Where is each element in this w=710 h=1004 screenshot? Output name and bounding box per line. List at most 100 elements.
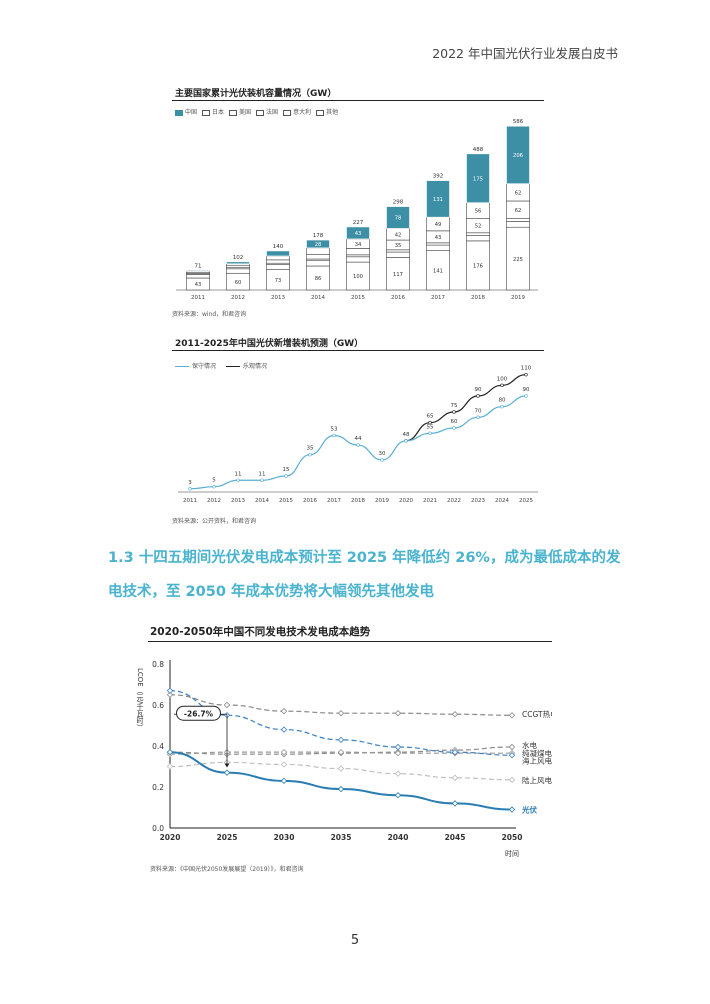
- chart3-x-tick-label: 2050: [502, 833, 523, 842]
- chart1-data-label: 100: [353, 274, 363, 280]
- chart1-bar-segment: [306, 253, 330, 260]
- chart1-legend-item: 其他: [316, 109, 338, 116]
- chart1-x-tick-label: 2015: [351, 295, 365, 301]
- chart2-plot: 2011 2012 2013 2014 2015 2016 2017 2018 2019 2020…: [178, 366, 538, 504]
- chart2-x-tick-label: 2011: [183, 498, 197, 504]
- chart1-legend-swatch: [283, 109, 292, 116]
- chart3-point: [508, 806, 516, 813]
- chart1-bar-segment: [226, 261, 250, 265]
- chart2-data-label: 30: [379, 451, 386, 457]
- chart1-total-label: 488: [473, 147, 484, 153]
- chart1-x-tick-label: 2014: [311, 295, 325, 301]
- chart3-annotation-label: -26.7%: [184, 710, 214, 719]
- chart1-x-tick-label: 2011: [191, 295, 205, 301]
- chart2-x-tick-label: 2024: [495, 498, 509, 504]
- chart3-point: [166, 763, 174, 770]
- chart3-point: [508, 752, 516, 759]
- chart3-point: [166, 687, 174, 694]
- chart1-source: 资料来源：wind，和君咨询: [172, 311, 247, 318]
- chart1-data-label: 175: [473, 176, 483, 182]
- chart3-series-label: 水电: [522, 740, 537, 750]
- chart2-data-label: 110: [521, 366, 532, 372]
- chart1-bar-segment: [346, 226, 370, 240]
- chart1-x-tick-label: 2016: [391, 295, 405, 301]
- page-header-title: 2022 年中国光伏行业发展白皮书: [432, 46, 618, 61]
- chart1-total-label: 71: [195, 263, 202, 269]
- chart3-point: [394, 770, 402, 777]
- chart3-point: [508, 712, 516, 719]
- chart1-x-tick-label: 2017: [431, 295, 445, 301]
- chart1-total-label: 586: [513, 119, 524, 125]
- chart2-point: [212, 484, 216, 489]
- chart2-data-label: 15: [283, 467, 290, 473]
- chart3-x-tick-label: 2025: [217, 833, 238, 842]
- chart3-series-label: 光伏: [521, 805, 537, 815]
- chart1-bar-segment: [506, 221, 530, 228]
- chart1-x-tick-label: 2013: [271, 295, 285, 301]
- chart1-bar-segment: [466, 232, 490, 236]
- chart1-data-label: 78: [395, 216, 402, 222]
- chart1-total-label: 227: [353, 220, 364, 226]
- chart2-point: [500, 383, 504, 388]
- chart3-y-tick-label: 0.2: [152, 783, 164, 792]
- chart3-plot: 0.0 0.2 0.4 0.6 0.8 2020 2025 2030 2035 2040 2045 2…: [136, 660, 552, 858]
- chart1-legend-item: 法国: [256, 109, 278, 116]
- chart2-point: [356, 443, 360, 447]
- chart1-bar-segment: [306, 260, 330, 267]
- chart1-data-label: 62: [515, 191, 522, 197]
- chart2-x-tick-label: 2020: [399, 498, 413, 504]
- chart1-bar-segment: [386, 251, 410, 258]
- chart2-series-line: [405, 374, 527, 442]
- chart2-point: [236, 478, 240, 482]
- chart2-data-label: 90: [475, 387, 482, 393]
- chart3-point: [394, 750, 402, 757]
- chart2-point: [332, 433, 336, 438]
- chart2-data-label: 11: [235, 471, 242, 477]
- chart1-total-label: 392: [433, 174, 444, 180]
- chart1-bar-segment: [506, 217, 530, 222]
- chart3-y-tick-label: 0.6: [152, 701, 164, 710]
- chart3-x-tick-label: 2030: [274, 833, 295, 842]
- chart3-point: [280, 748, 288, 756]
- chart3-point: [394, 743, 402, 751]
- chart2-point: [308, 452, 312, 457]
- chart1-data-label: 43: [195, 282, 202, 288]
- chart2-x-tick-label: 2019: [375, 498, 389, 504]
- chart1-plot: 43 71 2011 60 102 2012 73 140 2013 86 28 178 2014 100…: [176, 119, 538, 301]
- chart1-legend-label: 日本: [212, 109, 225, 116]
- chart2-x-tick-label: 2013: [231, 498, 245, 504]
- chart1-total-label: 140: [273, 244, 284, 250]
- chart3-series-label: CCGT热电联产: [522, 709, 552, 719]
- chart3-x-axis-label: 时间: [505, 849, 519, 858]
- chart3-point: [337, 785, 345, 793]
- chart1-bar-segment: [346, 248, 370, 256]
- chart2-point: [524, 394, 528, 398]
- chart3-title: 2020-2050年中国不同发电技术发电成本趋势: [150, 626, 371, 638]
- chart2-legend-label: 保守情况: [192, 363, 217, 370]
- chart3-series-label: 海上风电: [522, 755, 552, 765]
- chart2-title-block: 2011-2025年中国光伏新增装机预测（GW）: [175, 336, 363, 349]
- chart2-x-tick-label: 2022: [447, 498, 461, 504]
- chart2-legend-item: 保守情况: [175, 363, 216, 370]
- chart2-title: 2011-2025年中国光伏新增装机预测（GW）: [175, 339, 364, 349]
- chart3-y-tick-label: 0.4: [152, 742, 164, 751]
- chart1-x-tick-label: 2019: [511, 295, 525, 301]
- chart1-top-rule: [172, 100, 544, 101]
- chart3-y-axis-label: LCOE（元/千瓦时）: [136, 668, 144, 731]
- chart2-data-label: 60: [451, 419, 458, 425]
- chart1-legend-swatch: [316, 109, 325, 116]
- chart2-point: [428, 431, 432, 436]
- chart1-bar-segment: [426, 242, 450, 246]
- chart2-point: [452, 410, 456, 414]
- chart1-legend-label: 中国: [185, 109, 198, 116]
- chart3-point: [337, 748, 345, 756]
- chart2-data-label: 48: [403, 432, 410, 438]
- chart1-legend-swatch: [256, 109, 265, 116]
- chart1-bar-segment: [466, 153, 490, 203]
- chart1-data-label: 42: [395, 232, 402, 238]
- chart3-point: [166, 748, 174, 756]
- chart1-data-label: 43: [355, 231, 362, 237]
- chart2-data-label: 100: [497, 376, 508, 382]
- chart1-data-label: 176: [473, 264, 483, 270]
- chart2-data-label: 44: [355, 436, 362, 442]
